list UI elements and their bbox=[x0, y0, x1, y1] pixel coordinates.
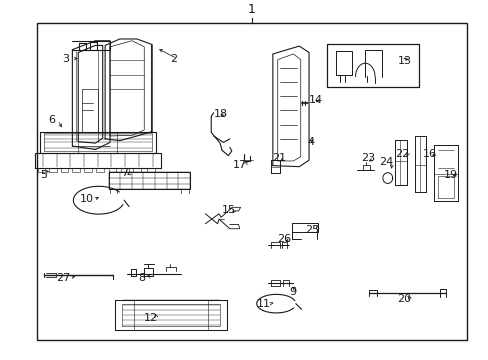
Text: 25: 25 bbox=[305, 225, 318, 235]
Text: 7: 7 bbox=[121, 168, 128, 179]
Bar bbox=[326, 44, 418, 87]
Text: 2: 2 bbox=[170, 54, 177, 64]
Text: 1: 1 bbox=[247, 3, 255, 16]
Text: 23: 23 bbox=[360, 153, 374, 163]
Text: 8: 8 bbox=[138, 273, 145, 283]
Text: 27: 27 bbox=[56, 273, 71, 283]
Text: 19: 19 bbox=[443, 170, 457, 180]
Text: 6: 6 bbox=[48, 115, 55, 125]
Text: 5: 5 bbox=[41, 170, 47, 180]
Text: 17: 17 bbox=[232, 159, 246, 170]
Text: 11: 11 bbox=[257, 299, 270, 309]
Text: 4: 4 bbox=[306, 138, 313, 147]
Text: 18: 18 bbox=[214, 109, 227, 119]
Text: 24: 24 bbox=[378, 157, 393, 167]
Text: 20: 20 bbox=[396, 294, 410, 303]
Text: 3: 3 bbox=[62, 54, 69, 64]
Text: 10: 10 bbox=[80, 194, 94, 204]
Text: 15: 15 bbox=[222, 205, 235, 215]
Text: 22: 22 bbox=[394, 149, 408, 159]
Text: 16: 16 bbox=[423, 149, 436, 159]
Text: 13: 13 bbox=[397, 56, 411, 66]
Text: 9: 9 bbox=[288, 287, 295, 297]
Text: 26: 26 bbox=[277, 234, 291, 244]
Text: 21: 21 bbox=[271, 153, 285, 163]
Text: 12: 12 bbox=[143, 313, 157, 323]
Text: 14: 14 bbox=[308, 95, 322, 105]
Bar bbox=[37, 23, 466, 341]
